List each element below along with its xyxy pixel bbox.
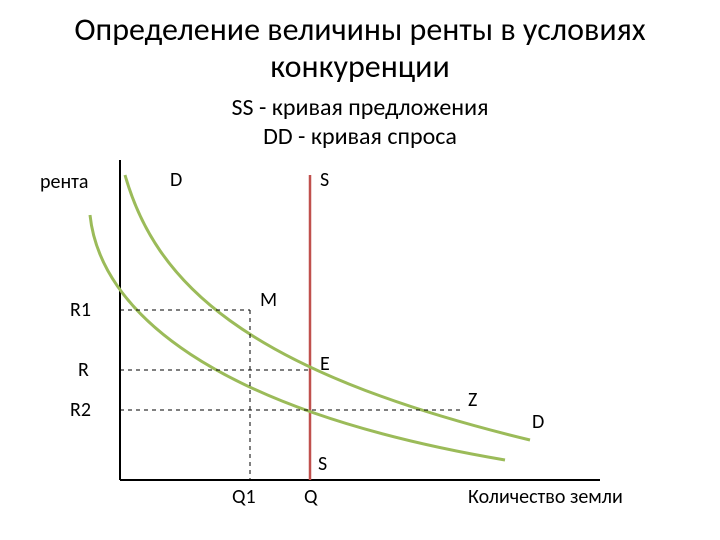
slide-subtitle: SS - кривая предложения DD - кривая спро…: [0, 94, 720, 152]
label-r1: R1: [70, 298, 91, 322]
label-z: Z: [468, 388, 477, 412]
chart-svg: [60, 160, 660, 520]
label-d-top: D: [170, 168, 182, 192]
label-m: M: [260, 288, 277, 312]
subtitle-line-2: DD - кривая спроса: [263, 122, 457, 151]
label-s-top: S: [320, 168, 329, 192]
label-r2: R2: [70, 398, 91, 422]
label-q: Q: [304, 485, 317, 509]
subtitle-line-1: SS - кривая предложения: [232, 93, 489, 122]
x-axis-label: Количество земли: [468, 485, 623, 509]
slide: Определение величины ренты в условиях ко…: [0, 0, 720, 540]
label-r: R: [78, 358, 89, 382]
demand-curve-lower: [90, 215, 505, 460]
y-axis-label: рента: [40, 170, 88, 194]
label-s-bottom: S: [318, 452, 327, 476]
slide-title: Определение величины ренты в условиях ко…: [0, 12, 720, 86]
label-e: E: [320, 352, 330, 376]
economics-chart: рента D S R1 R R2 M E Z D S Q1 Q Количес…: [60, 160, 660, 520]
label-d-right: D: [532, 410, 544, 434]
label-q1: Q1: [232, 485, 256, 509]
